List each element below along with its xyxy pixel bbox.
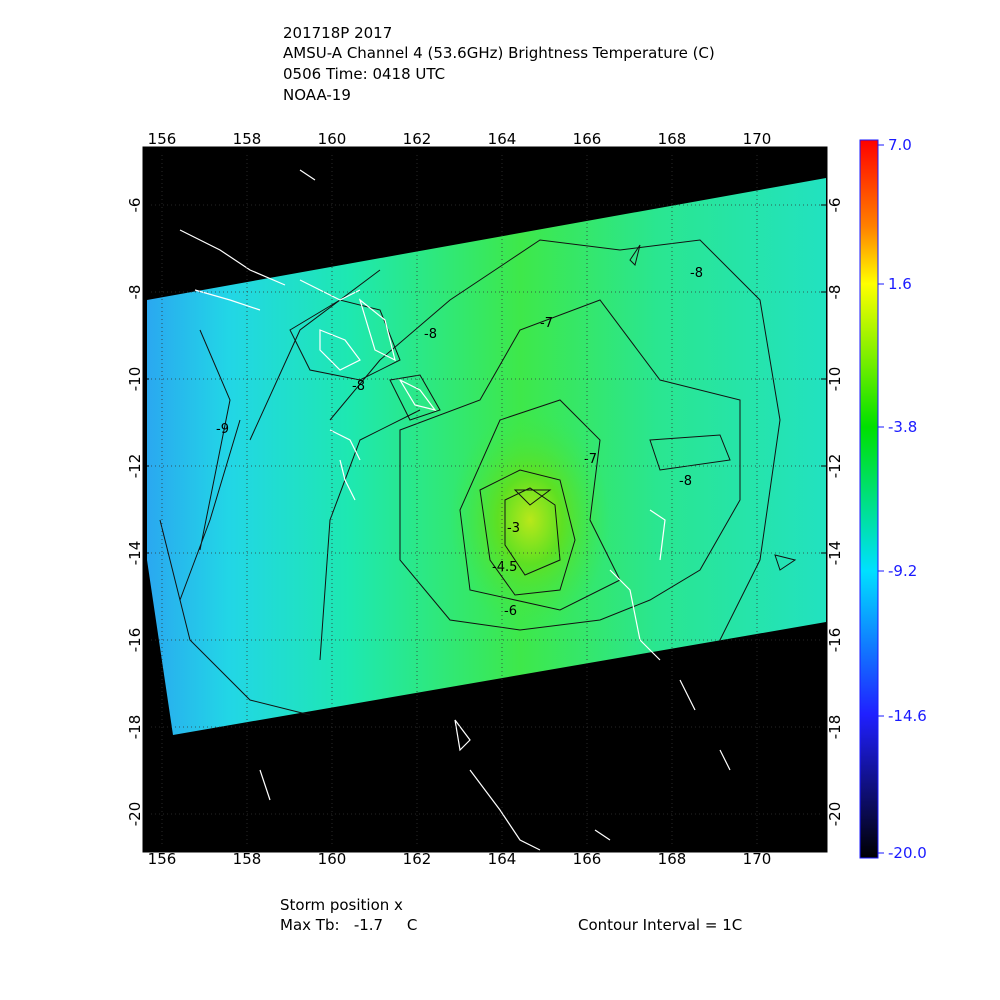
lon-label-bottom: 164 [488, 850, 517, 868]
contour-label: -8 [352, 379, 365, 394]
lon-label-bottom: 168 [658, 850, 687, 868]
colorbar-label: -14.6 [888, 707, 927, 725]
title-line: 0506 Time: 0418 UTC [283, 65, 445, 83]
lon-label-bottom: 170 [743, 850, 772, 868]
lat-label-left: -20 [126, 802, 144, 827]
header: 201718P 2017 AMSU-A Channel 4 (53.6GHz) … [283, 24, 715, 104]
lon-label-top: 162 [403, 130, 432, 148]
title-line: NOAA-19 [283, 86, 351, 104]
colorbar-label: 7.0 [888, 136, 912, 154]
contour [329, 239, 781, 641]
map-frame [142, 146, 828, 853]
contour-label: -9 [216, 422, 229, 437]
title-line: AMSU-A Channel 4 (53.6GHz) Brightness Te… [283, 44, 715, 62]
warm-core [450, 410, 610, 630]
lon-label-top: 156 [148, 130, 177, 148]
max-tb: Max Tb: -1.7 C [280, 916, 417, 934]
contour-label: -7 [584, 452, 597, 467]
lon-label-bottom: 158 [233, 850, 262, 868]
lat-label-left: -10 [126, 367, 144, 392]
contour-interval: Contour Interval = 1C [578, 916, 742, 934]
lon-label-bottom: 162 [403, 850, 432, 868]
lon-label-top: 168 [658, 130, 687, 148]
lon-label-top: 164 [488, 130, 517, 148]
colorbar-label: 1.6 [888, 275, 912, 293]
contour-label: -8 [424, 327, 437, 342]
colorbar-label: -9.2 [888, 562, 917, 580]
lat-label-left: -6 [126, 198, 144, 213]
colorbar: 7.0 1.6 -3.8 -9.2 -14.6 -20.0 [859, 136, 927, 862]
lat-label-right: -8 [826, 285, 844, 300]
contour-label: -8 [679, 474, 692, 489]
lat-label-left: -16 [126, 628, 144, 653]
contour [179, 329, 241, 601]
lat-label-right: -12 [826, 454, 844, 479]
coastline [259, 169, 731, 851]
footer: Storm position x Max Tb: -1.7 C Contour … [280, 896, 742, 934]
lon-label-bottom: 160 [318, 850, 347, 868]
lat-label-left: -18 [126, 715, 144, 740]
lat-label-left: -14 [126, 541, 144, 566]
contour [504, 487, 561, 576]
lat-label-left: -8 [126, 285, 144, 300]
storm-position: Storm position x [280, 896, 403, 914]
lat-label-right: -16 [826, 628, 844, 653]
lat-label-right: -6 [826, 198, 844, 213]
lat-label-right: -20 [826, 802, 844, 827]
lat-label-right: -10 [826, 367, 844, 392]
contour-label: -3 [507, 521, 520, 536]
title-line: 201718P 2017 [283, 24, 392, 42]
contour [159, 519, 311, 716]
contour-label: -7 [540, 316, 553, 331]
colorbar-scale [859, 139, 879, 859]
contour [389, 374, 441, 421]
contour [479, 469, 576, 596]
lat-label-right: -18 [826, 715, 844, 740]
colorbar-label: -3.8 [888, 418, 917, 436]
contour-label: -6 [504, 604, 517, 619]
contour [513, 489, 552, 506]
lon-label-top: 158 [233, 130, 262, 148]
swath-layer [147, 169, 826, 851]
contour-label: -4.5 [492, 560, 517, 575]
contour [629, 244, 797, 571]
lon-label-bottom: 166 [573, 850, 602, 868]
coastline [179, 229, 437, 501]
contour [399, 299, 741, 631]
lat-label-left: -12 [126, 454, 144, 479]
contour [459, 399, 621, 611]
lon-label-top: 160 [318, 130, 347, 148]
lat-label-right: -14 [826, 541, 844, 566]
lon-label-bottom: 156 [148, 850, 177, 868]
lon-label-top: 166 [573, 130, 602, 148]
coastlines [179, 169, 731, 851]
map: -8 -8 -7 -8 -9 -7 -8 -3 -4.5 -6 [142, 146, 828, 853]
colorbar-label: -20.0 [888, 844, 927, 862]
lon-label-top: 170 [743, 130, 772, 148]
contour-label: -8 [690, 266, 703, 281]
